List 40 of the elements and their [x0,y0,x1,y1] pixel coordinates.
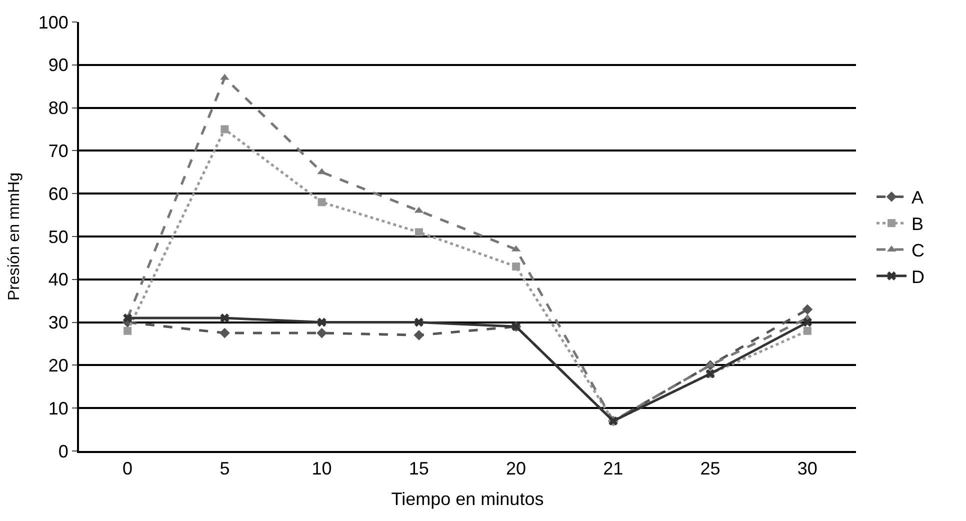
point [123,313,132,323]
point [802,318,812,327]
x-tick-label: 5 [220,458,230,479]
x-tick-label: 30 [797,458,818,479]
point [414,318,424,327]
legend-label: D [912,266,925,287]
legend-label: A [912,188,924,208]
y-tick-label: 30 [48,312,68,333]
point [219,328,230,338]
point [220,313,230,323]
point [803,326,812,335]
y-tick-label: 90 [48,55,68,76]
point [512,262,520,271]
legend-label: C [912,240,925,261]
x-axis-title: Tiempo en minutos [391,489,544,510]
x-tick-label: 20 [506,458,526,479]
point [414,228,423,236]
point [317,318,326,327]
y-tick-label: 20 [48,356,68,376]
y-tick-label: 50 [48,226,68,247]
y-tick-label: 10 [48,398,68,418]
point [318,198,326,206]
legend-label: B [912,214,924,234]
y-tick-label: 80 [48,98,68,118]
point [802,304,813,315]
y-tick-label: 0 [58,441,68,462]
x-tick-label: 25 [700,458,720,479]
y-tick-label: 100 [38,12,68,32]
x-tick-label: 21 [603,458,624,479]
point [124,326,132,335]
x-tick-label: 10 [312,458,332,479]
y-tick-label: 60 [48,184,68,204]
y-axis-title: Presión en mmHg [6,172,23,301]
point [220,125,229,134]
y-tick-label: 40 [48,270,68,290]
x-tick-label: 15 [408,458,429,479]
x-tick-label: 0 [122,458,133,479]
point [414,330,424,340]
point [316,328,328,338]
y-tick-label: 70 [48,141,68,161]
